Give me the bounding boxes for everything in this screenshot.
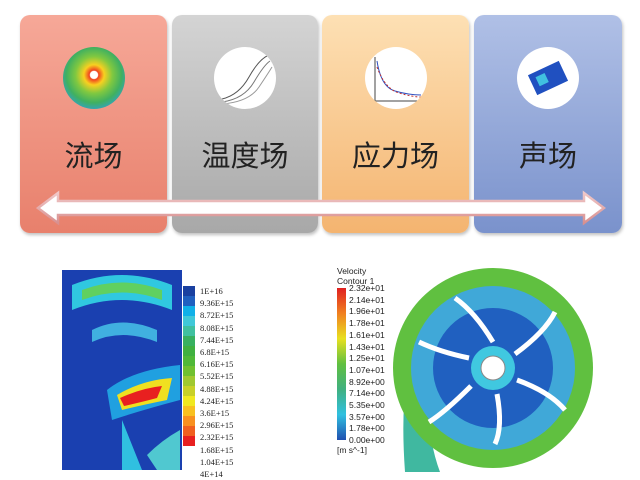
colorbar-segment [183,426,195,436]
legend-tick-label: 9.36E+15 [200,298,234,309]
velocity-legend-title: Velocity Contour 1 [337,266,374,286]
colorbar-segment [183,326,195,336]
stress-chart-thumbnail [364,47,427,109]
card-flow-field: 流场 [20,15,167,233]
legend-tick-label: 5.52E+15 [200,371,234,382]
card-stress-field: 应力场 [322,15,469,233]
legend-title: Velocity [337,266,367,276]
legend-tick-label: 7.44E+15 [200,334,234,345]
legend-tick-label: 0.00e+00 [349,435,385,446]
legend-tick-label: 5.35e+00 [349,400,385,411]
legend-tick-label: 8.92e+00 [349,376,385,387]
concentration-legend-labels: 1E+16 9.36E+15 8.72E+15 8.08E+15 7.44E+15 6.8… [200,285,233,480]
legend-tick-label: 8.08E+15 [200,322,234,333]
colorbar-segment [183,346,195,356]
flow-field-thumbnail [62,47,125,109]
legend-tick-label: 1.78e+01 [349,318,385,329]
legend-tick-label: 1.96e+01 [349,306,385,317]
card-label: 温度场 [201,139,289,173]
velocity-colorbar [337,288,346,440]
legend-tick-label: 2.32e+01 [349,283,385,293]
legend-tick-label: 2.14e+01 [349,294,385,305]
legend-tick-label: 2.32E+15 [200,432,234,443]
double-arrow-icon [36,190,606,226]
legend-tick-label: 2.96E+15 [200,420,234,431]
legend-tick-label: 8.72E+15 [200,310,234,321]
card-label: 应力场 [351,139,439,173]
velocity-unit: [m s^-1] [337,445,367,455]
legend-tick-label: 6.8E+15 [200,347,230,358]
velocity-legend-labels: 2.32e+01 2.14e+01 1.96e+01 1.78e+01 1.61e+01… [349,283,385,447]
colorbar-segment [183,386,195,396]
legend-subtitle: Contour 1 [337,276,375,286]
legend-tick-label: 1.68E+15 [200,444,234,455]
legend-tick-label: 3.57e+00 [349,411,385,422]
legend-tick-label: 4E+14 [200,469,223,480]
colorbar-segment [183,366,195,376]
colorbar-segment [183,336,195,346]
acoustic-thumbnail [517,47,579,109]
colorbar-segment [183,416,195,426]
colorbar-segment [183,436,195,446]
card-label: 声场 [518,139,577,173]
colorbar-segment [183,316,195,326]
card-label: 流场 [64,139,123,173]
card-temperature-field: 温度场 [172,15,318,233]
colorbar-segment [183,306,195,316]
legend-tick-label: 1.78e+00 [349,423,385,434]
legend-tick-label: 6.16E+15 [200,359,234,370]
colorbar-segment [183,406,195,416]
legend-tick-label: 4.24E+15 [200,395,234,406]
legend-tick-label: 1E+16 [200,286,223,296]
colorbar-segment [183,356,195,366]
colorbar-segment [183,286,195,296]
card-acoustic-field: 声场 [474,15,622,233]
legend-tick-label: 1.43e+01 [349,341,385,352]
colorbar-segment [183,376,195,386]
legend-tick-label: 1.25e+01 [349,353,385,364]
legend-tick-label: 1.07e+01 [349,364,385,375]
temperature-chart-thumbnail [214,47,276,109]
legend-tick-label: 7.14e+00 [349,388,385,399]
concentration-contour-image [62,270,182,470]
legend-tick-label: 1.04E+15 [200,456,234,467]
pump-velocity-contour-image [393,268,593,472]
legend-tick-label: 1.61e+01 [349,329,385,340]
colorbar-segment [183,296,195,306]
concentration-colorbar [183,286,195,446]
colorbar-segment [183,396,195,406]
legend-tick-label: 3.6E+15 [200,408,230,419]
legend-tick-label: 4.88E+15 [200,383,234,394]
